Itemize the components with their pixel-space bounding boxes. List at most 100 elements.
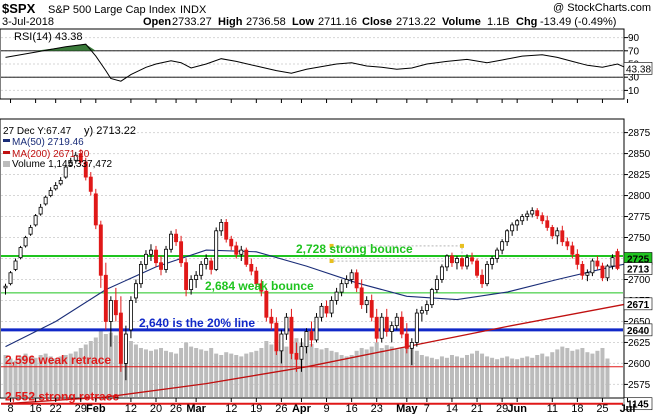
high-value: 2736.58 bbox=[246, 16, 286, 28]
candle-body bbox=[495, 249, 500, 259]
volume-bar bbox=[28, 356, 33, 397]
x-tick-label: Feb bbox=[86, 403, 106, 414]
watermark: @ StockCharts.com bbox=[553, 2, 651, 14]
volume-bar bbox=[279, 342, 284, 397]
candle-body bbox=[590, 260, 595, 274]
candle-body bbox=[204, 258, 209, 265]
candle-body bbox=[53, 185, 58, 190]
volume-bar bbox=[439, 356, 444, 397]
bounce-range-handle bbox=[329, 243, 334, 248]
volume-bar bbox=[204, 350, 209, 397]
candle-body bbox=[249, 263, 254, 272]
volume-bar bbox=[128, 341, 133, 397]
price-tick-label: 2800 bbox=[628, 191, 651, 202]
ma200-line bbox=[5, 303, 628, 405]
volume-bar bbox=[113, 335, 118, 397]
rsi-legend: RSI(14) 43.38 bbox=[14, 31, 82, 43]
volume-bar bbox=[169, 352, 174, 397]
volume-bar bbox=[274, 339, 279, 397]
candle-body bbox=[78, 153, 83, 163]
volume-bar bbox=[68, 353, 73, 397]
rsi-value-tag-box bbox=[623, 62, 653, 75]
candle-body bbox=[615, 251, 620, 269]
volume-bar bbox=[600, 348, 605, 397]
candle-body bbox=[349, 272, 354, 280]
volume-bar bbox=[43, 353, 48, 397]
candle-body bbox=[264, 290, 269, 318]
value-tag-box bbox=[623, 297, 653, 311]
candle-body bbox=[269, 316, 274, 324]
candle-body bbox=[209, 260, 214, 270]
candle-body bbox=[550, 227, 555, 237]
volume-bar bbox=[369, 346, 374, 397]
volume-bar bbox=[244, 353, 249, 397]
volume-bar bbox=[470, 353, 475, 397]
candle-body bbox=[389, 325, 394, 332]
x-axis: 8 16 22 29 Feb 12 20 26 Mar 12 19 26 Apr 9 16 23 May 7 14 2… bbox=[7, 99, 635, 414]
candle-body bbox=[460, 258, 464, 267]
volume-bar bbox=[585, 352, 590, 397]
candle-body bbox=[399, 316, 404, 335]
value-tag-box bbox=[623, 397, 653, 411]
volume-bar bbox=[254, 350, 259, 397]
candle-body bbox=[164, 248, 168, 270]
candle-body bbox=[505, 230, 510, 243]
candle-body bbox=[214, 230, 219, 270]
x-tick-label: 25 bbox=[596, 403, 608, 414]
candle-body bbox=[344, 279, 349, 285]
volume-bar bbox=[73, 351, 78, 397]
close-label: Close bbox=[362, 16, 392, 28]
x-tick-label: 11 bbox=[547, 403, 558, 414]
price-tick-label: 2600 bbox=[628, 359, 651, 370]
volume-value: 1.1B bbox=[487, 16, 510, 28]
candle-body bbox=[565, 241, 570, 247]
ohlc-readout: Open 2733.27 High 2736.58 Low 2711.16 Cl… bbox=[143, 16, 616, 28]
candle-body bbox=[540, 215, 545, 222]
volume-bar bbox=[314, 348, 319, 397]
volume-bar bbox=[53, 358, 58, 397]
candle-body bbox=[309, 331, 314, 341]
candle-body bbox=[224, 222, 229, 240]
candle-body bbox=[73, 154, 78, 161]
candle-body bbox=[289, 316, 294, 354]
bounce-range-handle bbox=[459, 243, 464, 248]
candle-body bbox=[8, 272, 13, 285]
candle-body bbox=[490, 258, 495, 265]
volume-bar bbox=[560, 346, 565, 397]
price-tick-label: 2775 bbox=[628, 212, 651, 223]
candle-body bbox=[419, 310, 424, 314]
volume-bar bbox=[108, 332, 113, 397]
candle-body bbox=[299, 346, 304, 360]
candle-body bbox=[229, 238, 234, 247]
candle-body bbox=[184, 262, 189, 290]
volume-legend: Volume 1,145,337,472 bbox=[12, 159, 113, 170]
candle-body bbox=[605, 265, 610, 279]
volume-bar bbox=[103, 334, 108, 397]
candle-body bbox=[374, 316, 379, 339]
volume-swatch bbox=[3, 161, 10, 167]
volume-bar bbox=[409, 346, 414, 397]
volume-bar bbox=[344, 356, 349, 397]
candle-body bbox=[555, 230, 560, 237]
price-tick-label: 2825 bbox=[628, 170, 651, 181]
candle-body bbox=[149, 249, 153, 255]
volume-bar bbox=[133, 344, 138, 397]
candle-body bbox=[394, 316, 399, 327]
volume-bar bbox=[429, 357, 434, 397]
candle-body bbox=[138, 263, 143, 285]
candle-body bbox=[159, 262, 163, 270]
candle-body bbox=[244, 249, 249, 265]
volume-bar bbox=[384, 345, 389, 397]
volume-bar bbox=[374, 342, 379, 397]
x-tick-label: 26 bbox=[275, 403, 287, 414]
x-tick-label: Apr bbox=[292, 403, 312, 414]
volume-bar bbox=[570, 350, 575, 397]
candle-body bbox=[610, 257, 615, 267]
volume-bar bbox=[264, 341, 269, 397]
candle-body bbox=[319, 305, 324, 318]
price-legend: 27 Dec Y:67.47 y) 2713.22 MA(50) 2719.46… bbox=[1, 124, 136, 170]
ma50-legend: MA(50) 2719.46 bbox=[12, 137, 84, 148]
volume-bar bbox=[214, 353, 219, 397]
volume-bar bbox=[510, 358, 515, 397]
candle-body bbox=[334, 291, 339, 301]
